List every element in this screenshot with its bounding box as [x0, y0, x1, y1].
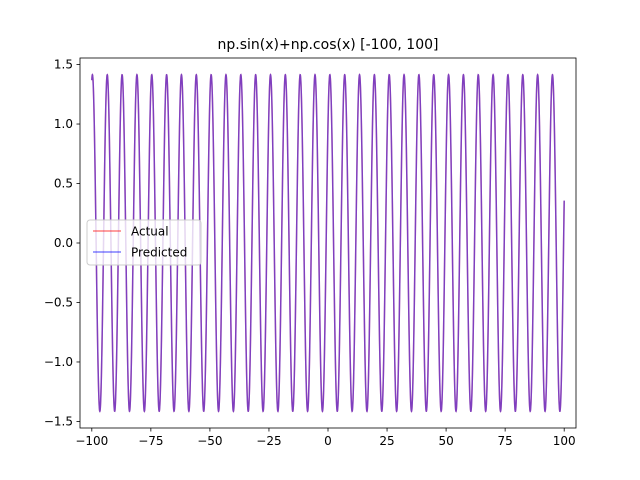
x-tick-label: 75: [498, 434, 513, 448]
legend-label-predicted: Predicted: [131, 246, 187, 260]
x-tick-label: 0: [324, 434, 332, 448]
y-tick-label: −1.0: [44, 355, 73, 369]
x-tick-label: 25: [379, 434, 394, 448]
x-tick-label: 50: [438, 434, 453, 448]
y-tick-label: −0.5: [44, 295, 73, 309]
y-tick-label: 0.5: [54, 177, 73, 191]
y-tick-label: 1.5: [54, 58, 73, 72]
y-axis: −1.5 −1.0 −0.5 0.0 0.5 1.0 1.5: [44, 58, 80, 428]
x-tick-label: −75: [138, 434, 163, 448]
x-tick-label: −100: [75, 434, 108, 448]
legend: Actual Predicted: [86, 219, 202, 266]
x-tick-label: −50: [197, 434, 222, 448]
x-axis: −100 −75 −50 −25 0 25 50 75 100: [75, 428, 576, 448]
x-tick-label: −25: [256, 434, 281, 448]
y-tick-label: −1.5: [44, 414, 73, 428]
y-tick-label: 1.0: [54, 117, 73, 131]
legend-label-actual: Actual: [131, 225, 169, 239]
y-tick-label: 0.0: [54, 236, 73, 250]
x-tick-label: 100: [553, 434, 576, 448]
chart-title: np.sin(x)+np.cos(x) [-100, 100]: [218, 37, 439, 53]
